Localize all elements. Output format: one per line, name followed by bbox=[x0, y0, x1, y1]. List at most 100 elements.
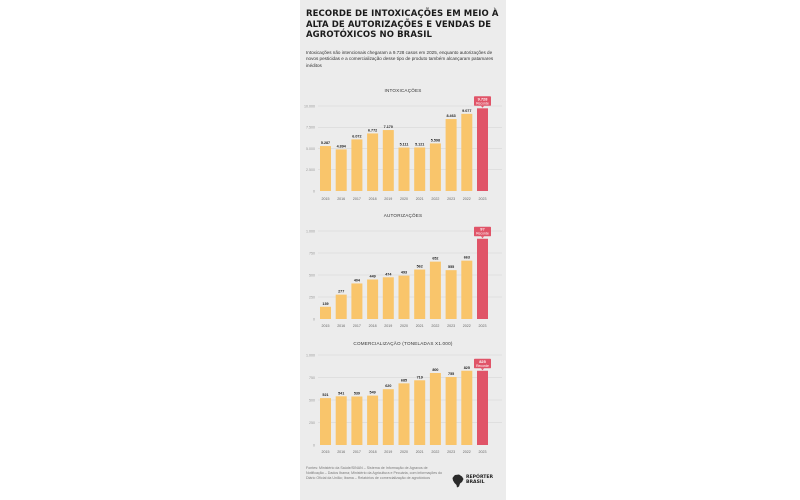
value-label: 5.121 bbox=[415, 142, 424, 146]
y-tick-label: 7.500 bbox=[306, 126, 315, 130]
y-tick-label: 2.500 bbox=[306, 168, 315, 172]
record-note: Recorde bbox=[476, 101, 489, 105]
comercializacao-chart: 0 250 500 750 1.000 2015 521 2016 541 2017 539 2018… bbox=[306, 353, 502, 454]
value-label: 139 bbox=[322, 302, 328, 306]
x-tick-label: 2020 bbox=[400, 197, 408, 201]
brazil-map-icon bbox=[452, 474, 464, 488]
bar bbox=[320, 398, 331, 445]
bar bbox=[367, 133, 379, 191]
value-label: 620 bbox=[385, 384, 391, 388]
y-tick-label: 10.000 bbox=[304, 104, 315, 108]
reporter-brasil-logo: REPÓRTER BRASIL bbox=[452, 472, 502, 492]
value-label: 549 bbox=[370, 391, 376, 395]
value-label: 9.077 bbox=[462, 109, 471, 113]
record-value-label: 9? bbox=[480, 227, 485, 232]
callout-pointer bbox=[480, 105, 485, 108]
x-tick-label: 2019 bbox=[384, 324, 392, 328]
y-tick-label: 0 bbox=[313, 443, 315, 447]
value-label: 7.170 bbox=[384, 125, 393, 129]
bar bbox=[382, 389, 394, 445]
x-tick-label: 2016 bbox=[337, 450, 345, 454]
y-tick-label: 1.000 bbox=[306, 229, 315, 233]
value-label: 6.072 bbox=[352, 134, 361, 138]
bar bbox=[382, 277, 394, 319]
bar bbox=[335, 294, 347, 319]
subtitle: Intoxicações não intencionais chegaram a… bbox=[306, 50, 494, 68]
chart-title-autorizacoes: AUTORIZAÇÕES bbox=[383, 213, 423, 218]
bar bbox=[382, 130, 394, 191]
x-tick-label: 2023 bbox=[447, 450, 455, 454]
bar bbox=[429, 143, 441, 191]
record-note: Recorde bbox=[476, 232, 489, 236]
value-label: 652 bbox=[432, 257, 438, 261]
x-tick-label: 2020 bbox=[400, 450, 408, 454]
value-label: 755 bbox=[448, 372, 454, 376]
x-tick-label: 2017 bbox=[353, 324, 361, 328]
x-tick-label: 2019 bbox=[384, 450, 392, 454]
bar bbox=[367, 279, 379, 319]
value-label: 719 bbox=[417, 375, 423, 379]
bar bbox=[351, 283, 363, 319]
record-callout bbox=[474, 358, 491, 369]
x-tick-label: 2021 bbox=[416, 324, 424, 328]
x-tick-label: 2019 bbox=[384, 197, 392, 201]
bar bbox=[320, 146, 331, 191]
x-tick-label: 2021 bbox=[416, 450, 424, 454]
y-tick-label: 250 bbox=[309, 295, 315, 299]
value-label: 541 bbox=[338, 391, 344, 395]
value-label: 825 bbox=[464, 366, 470, 370]
bar bbox=[414, 269, 426, 319]
sources-footnote: Fontes: Ministério da Saúde/SINAN – Sist… bbox=[306, 466, 443, 480]
intoxicacoes-chart: 0 2.500 5.000 7.500 10.000 2015 5.287 2016 4.894… bbox=[304, 96, 502, 201]
callout-pointer bbox=[480, 368, 485, 371]
y-tick-label: 500 bbox=[309, 398, 315, 402]
record-value-label: 825 bbox=[479, 359, 486, 364]
bar bbox=[351, 396, 363, 445]
bar bbox=[429, 261, 441, 319]
bar bbox=[414, 147, 426, 191]
x-tick-label: 2022 bbox=[431, 450, 439, 454]
y-tick-label: 750 bbox=[309, 251, 315, 255]
logo-line-1: REPÓRTER bbox=[466, 475, 494, 480]
value-label: 539 bbox=[354, 391, 360, 395]
bar bbox=[335, 396, 347, 445]
record-callout bbox=[474, 226, 491, 237]
value-label: 449 bbox=[370, 274, 376, 278]
callout-pointer bbox=[480, 236, 485, 239]
x-tick-label: 2015 bbox=[322, 450, 330, 454]
value-label: 663 bbox=[464, 256, 470, 260]
value-label: 4.894 bbox=[337, 144, 347, 148]
bar bbox=[445, 377, 457, 445]
record-note: Recorde bbox=[476, 364, 489, 368]
record-bar bbox=[477, 370, 488, 445]
x-tick-label: 2018 bbox=[369, 450, 377, 454]
y-tick-label: 0 bbox=[313, 317, 315, 321]
record-bar bbox=[477, 238, 488, 319]
x-tick-label: 2022 bbox=[431, 324, 439, 328]
value-label: 404 bbox=[354, 278, 361, 282]
x-tick-label: 2017 bbox=[353, 197, 361, 201]
bar bbox=[414, 380, 426, 445]
x-tick-label: 2015 bbox=[322, 324, 330, 328]
bar bbox=[461, 260, 473, 319]
logo-line-2: BRASIL bbox=[466, 480, 485, 486]
x-tick-label: 2023 bbox=[479, 197, 487, 201]
value-label: 6.772 bbox=[368, 128, 377, 132]
record-bar bbox=[477, 108, 488, 191]
bar bbox=[398, 275, 410, 319]
value-label: 5.111 bbox=[400, 143, 409, 147]
x-tick-label: 2018 bbox=[369, 197, 377, 201]
x-tick-label: 2023 bbox=[447, 197, 455, 201]
autorizacoes-chart: 0 250 500 750 1.000 2015 139 2016 277 2017 404 2018… bbox=[306, 226, 502, 328]
value-label: 685 bbox=[401, 378, 407, 382]
value-label: 555 bbox=[448, 265, 454, 269]
value-label: 277 bbox=[338, 290, 344, 294]
x-tick-label: 2021 bbox=[416, 197, 424, 201]
bar bbox=[461, 113, 473, 191]
chart-title-comercializacao: COMERCIALIZAÇÃO (TONELADAS X1.000) bbox=[353, 341, 453, 346]
bar bbox=[461, 370, 473, 445]
record-callout bbox=[474, 96, 491, 106]
infographic: RECORDE DE INTOXICAÇÕES EM MEIO À ALTA D… bbox=[300, 0, 506, 500]
x-tick-label: 2022 bbox=[463, 197, 471, 201]
value-label: 474 bbox=[385, 272, 392, 276]
